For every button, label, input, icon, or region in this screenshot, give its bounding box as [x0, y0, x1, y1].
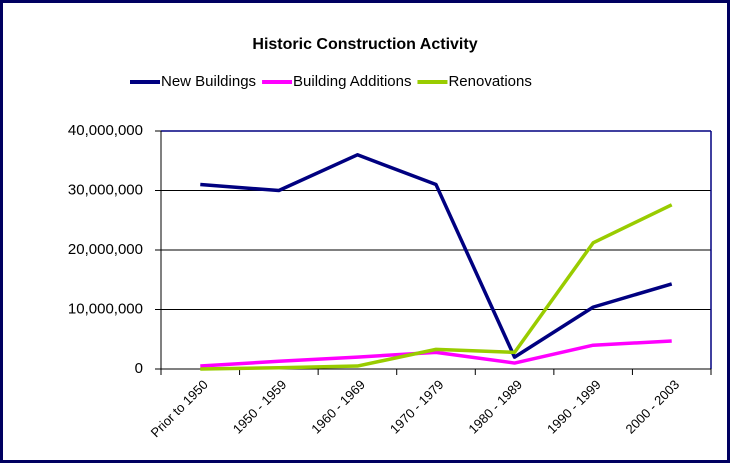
- legend-label: Building Additions: [293, 73, 411, 90]
- y-tick-label: 10,000,000: [68, 300, 143, 317]
- y-tick-label: 40,000,000: [68, 122, 143, 139]
- legend-label: New Buildings: [161, 73, 256, 90]
- chart-title: Historic Construction Activity: [252, 36, 477, 53]
- series-line: [200, 203, 673, 371]
- series-line: [200, 153, 673, 359]
- y-tick-label: 20,000,000: [68, 241, 143, 258]
- series-line: [200, 339, 672, 368]
- legend-label: Renovations: [448, 73, 531, 90]
- y-tick-label: 30,000,000: [68, 181, 143, 198]
- y-tick-label: 0: [135, 360, 143, 377]
